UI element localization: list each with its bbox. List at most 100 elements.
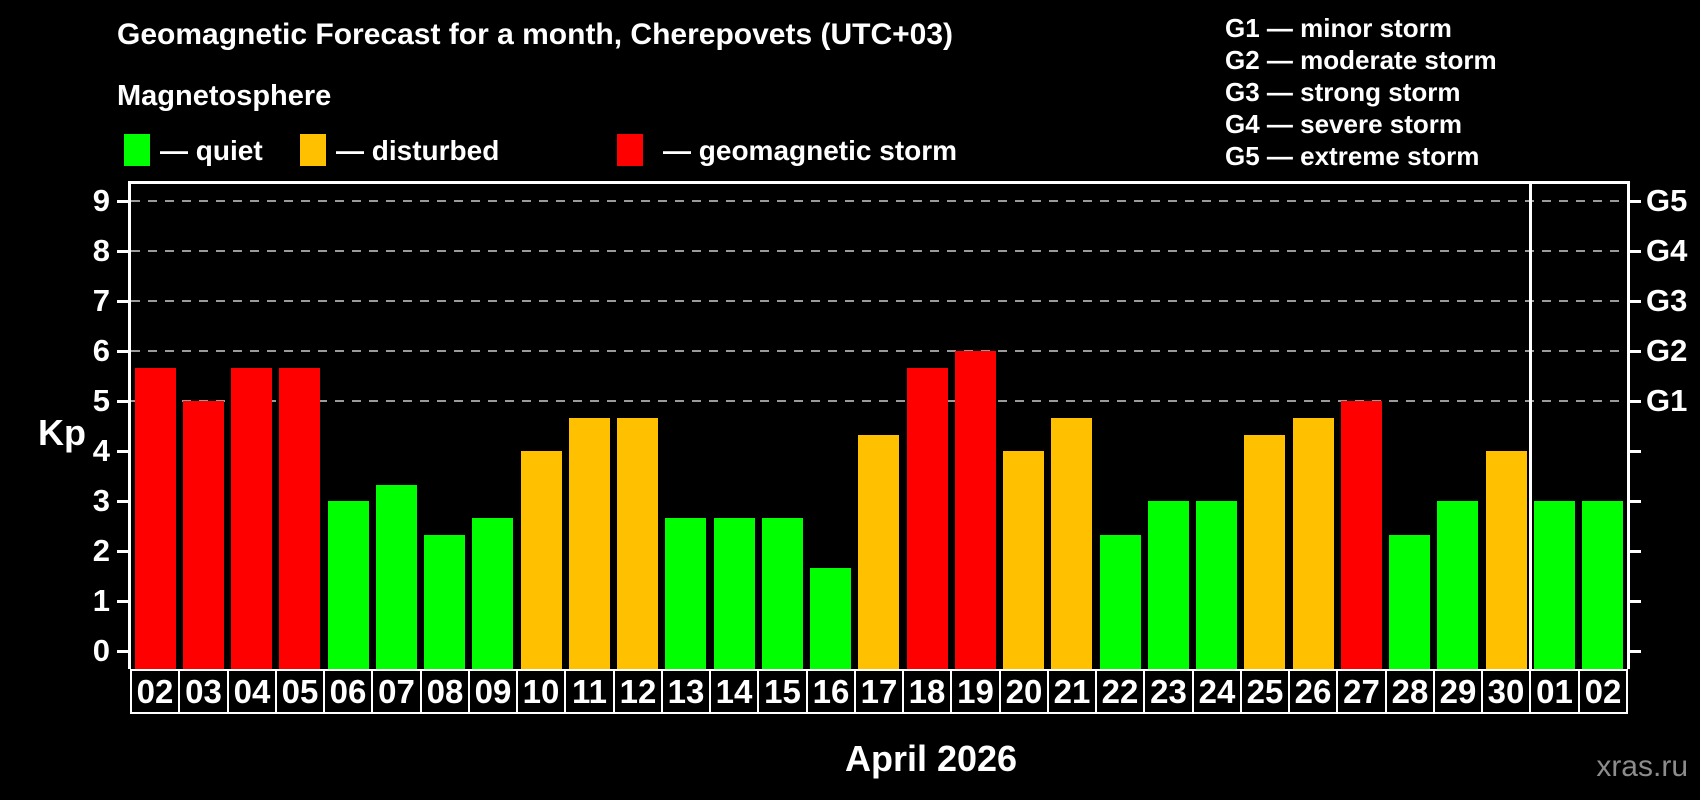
day-cell-13: 13: [661, 669, 711, 714]
gridline-kp-7: [131, 300, 1627, 302]
bar-day-28: [1389, 535, 1430, 670]
disturbed-swatch: [300, 134, 326, 166]
y-tick-right-4: [1630, 450, 1641, 453]
day-cell-14: 14: [709, 669, 759, 714]
y-tick-label-2: 2: [92, 533, 110, 568]
y-tick-label-8: 8: [92, 233, 110, 268]
y-tick-left-7: [117, 300, 128, 303]
gridline-kp-6: [131, 350, 1627, 352]
day-cell-27: 27: [1336, 669, 1387, 714]
bar-day-17: [858, 435, 899, 670]
g-legend-line-4: G4 — severe storm: [1225, 109, 1463, 139]
day-cell-29: 29: [1433, 669, 1483, 714]
y-tick-label-4: 4: [92, 433, 110, 468]
y-tick-label-1: 1: [92, 583, 110, 618]
day-cell-28: 28: [1385, 669, 1435, 714]
xras-watermark: xras.ru: [1596, 750, 1688, 783]
quiet-swatch: [124, 134, 150, 166]
y-tick-left-2: [117, 550, 128, 553]
bar-day-12: [617, 418, 658, 670]
y-tick-left-3: [117, 500, 128, 503]
day-cell-18: 18: [902, 669, 952, 714]
g-axis-label-G5: G5: [1646, 183, 1688, 218]
gridline-kp-9: [131, 200, 1627, 202]
bar-day-02: [135, 368, 176, 670]
bar-day-15: [762, 518, 803, 670]
bar-day-03: [183, 401, 224, 669]
month-label: April 2026: [844, 738, 1018, 779]
day-cell-21: 21: [1047, 669, 1097, 714]
storm-swatch: [617, 134, 643, 166]
y-tick-right-3: [1630, 500, 1641, 503]
y-tick-left-9: [117, 200, 128, 203]
day-cell-30: 30: [1481, 669, 1531, 714]
bar-day-20: [1003, 451, 1044, 669]
magnetosphere-label: Magnetosphere: [117, 80, 332, 112]
g-axis-label-G4: G4: [1646, 233, 1688, 268]
y-tick-label-9: 9: [92, 183, 110, 218]
bar-day-09: [472, 518, 513, 670]
day-cell-07: 07: [371, 669, 422, 714]
day-cell-19: 19: [950, 669, 1001, 714]
bar-day-06: [328, 501, 369, 669]
gridline-kp-8: [131, 250, 1627, 252]
day-cell-12: 12: [613, 669, 663, 714]
bar-day-25: [1244, 435, 1285, 670]
day-cell-02: 02: [130, 669, 180, 714]
bar-day-26: [1293, 418, 1334, 670]
day-cell-02: 02: [1578, 669, 1628, 714]
day-cell-16: 16: [806, 669, 856, 714]
bar-day-19: [955, 351, 996, 669]
day-cell-01: 01: [1529, 669, 1580, 714]
y-tick-label-3: 3: [92, 483, 110, 518]
y-tick-right-1: [1630, 600, 1641, 603]
g-axis-label-G1: G1: [1646, 383, 1688, 418]
bar-day-05: [279, 368, 320, 670]
y-tick-label-0: 0: [92, 633, 110, 668]
storm-legend-label: — geomagnetic storm: [663, 135, 958, 166]
day-cell-17: 17: [854, 669, 904, 714]
y-tick-left-0: [117, 650, 128, 653]
day-cell-25: 25: [1240, 669, 1290, 714]
right-axis-line: [1627, 181, 1630, 669]
y-tick-left-6: [117, 350, 128, 353]
bar-day-07: [376, 485, 417, 670]
day-cell-23: 23: [1143, 669, 1194, 714]
y-tick-right-7: [1630, 300, 1641, 303]
y-axis-title: Kp: [38, 412, 86, 453]
g-scale-legend: G1 — minor storm G2 — moderate storm G3 — …: [1225, 12, 1497, 172]
day-cell-22: 22: [1095, 669, 1145, 714]
day-cell-10: 10: [516, 669, 566, 714]
bar-day-30: [1486, 451, 1527, 669]
bar-day-22: [1100, 535, 1141, 670]
y-tick-label-5: 5: [92, 383, 110, 418]
day-cell-09: 09: [468, 669, 518, 714]
day-cell-04: 04: [227, 669, 277, 714]
y-tick-right-2: [1630, 550, 1641, 553]
day-cell-26: 26: [1288, 669, 1338, 714]
page-title: Geomagnetic Forecast for a month, Cherep…: [117, 18, 954, 51]
day-cell-24: 24: [1192, 669, 1242, 714]
bar-day-01: [1534, 501, 1575, 669]
day-cell-05: 05: [275, 669, 325, 714]
y-tick-left-4: [117, 450, 128, 453]
bar-day-10: [521, 451, 562, 669]
gridline-kp-5: [131, 400, 1627, 402]
y-tick-right-6: [1630, 350, 1641, 353]
g-legend-line-1: G1 — minor storm: [1225, 13, 1452, 43]
month-separator-line: [1529, 184, 1532, 669]
day-cell-20: 20: [999, 669, 1049, 714]
bar-day-23: [1148, 501, 1189, 669]
day-cell-15: 15: [757, 669, 808, 714]
g-axis-label-G3: G3: [1646, 283, 1688, 318]
bar-day-13: [665, 518, 706, 670]
plot-top-border: [128, 181, 1630, 184]
bar-day-04: [231, 368, 272, 670]
g-legend-line-3: G3 — strong storm: [1225, 77, 1461, 107]
bar-day-08: [424, 535, 465, 670]
bar-day-29: [1437, 501, 1478, 669]
bar-day-27: [1341, 401, 1382, 669]
y-tick-right-8: [1630, 250, 1641, 253]
day-cell-11: 11: [564, 669, 615, 714]
